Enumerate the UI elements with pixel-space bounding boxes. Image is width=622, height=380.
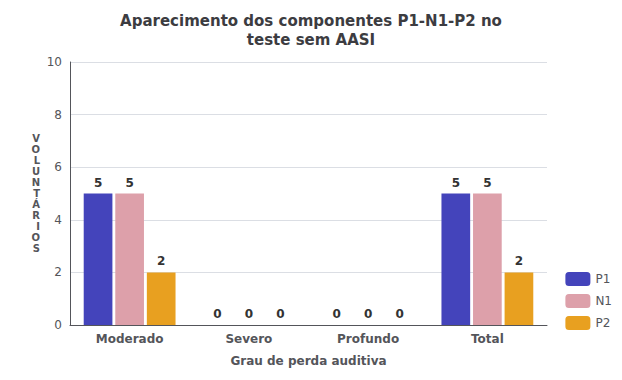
svg-text:0: 0 xyxy=(396,307,404,321)
svg-text:2: 2 xyxy=(54,265,62,279)
svg-text:0: 0 xyxy=(364,307,372,321)
svg-text:T: T xyxy=(33,188,40,199)
svg-text:L: L xyxy=(34,155,41,166)
svg-text:0: 0 xyxy=(245,307,253,321)
svg-text:U: U xyxy=(32,166,40,177)
svg-text:0: 0 xyxy=(276,307,284,321)
svg-text:P2: P2 xyxy=(595,316,610,330)
svg-text:5: 5 xyxy=(94,176,102,190)
svg-text:P1: P1 xyxy=(595,272,610,286)
svg-text:8: 8 xyxy=(54,108,62,122)
svg-text:0: 0 xyxy=(54,318,62,332)
svg-text:0: 0 xyxy=(332,307,340,321)
svg-text:2: 2 xyxy=(157,254,165,268)
svg-text:O: O xyxy=(31,232,40,243)
svg-text:Grau de perda auditiva: Grau de perda auditiva xyxy=(230,354,386,368)
svg-text:0: 0 xyxy=(213,307,221,321)
svg-text:Aparecimento dos componentes P: Aparecimento dos componentes P1-N1-P2 no xyxy=(120,12,502,30)
svg-text:Total: Total xyxy=(471,332,504,346)
svg-text:V: V xyxy=(32,133,40,144)
svg-text:2: 2 xyxy=(515,254,523,268)
svg-text:R: R xyxy=(32,210,40,221)
svg-text:5: 5 xyxy=(125,176,133,190)
svg-text:S: S xyxy=(33,243,40,254)
svg-text:N1: N1 xyxy=(595,294,612,308)
svg-text:N: N xyxy=(32,177,40,188)
svg-text:Profundo: Profundo xyxy=(337,332,399,346)
svg-text:4: 4 xyxy=(54,213,62,227)
svg-text:O: O xyxy=(31,144,40,155)
svg-text:5: 5 xyxy=(483,176,491,190)
svg-text:6: 6 xyxy=(54,160,62,174)
svg-text:10: 10 xyxy=(47,55,62,69)
svg-text:Severo: Severo xyxy=(225,332,272,346)
svg-text:Moderado: Moderado xyxy=(96,332,164,346)
svg-text:5: 5 xyxy=(452,176,460,190)
svg-text:I: I xyxy=(36,221,40,232)
svg-text:Á: Á xyxy=(32,198,40,210)
svg-text:teste sem AASI: teste sem AASI xyxy=(247,31,375,49)
